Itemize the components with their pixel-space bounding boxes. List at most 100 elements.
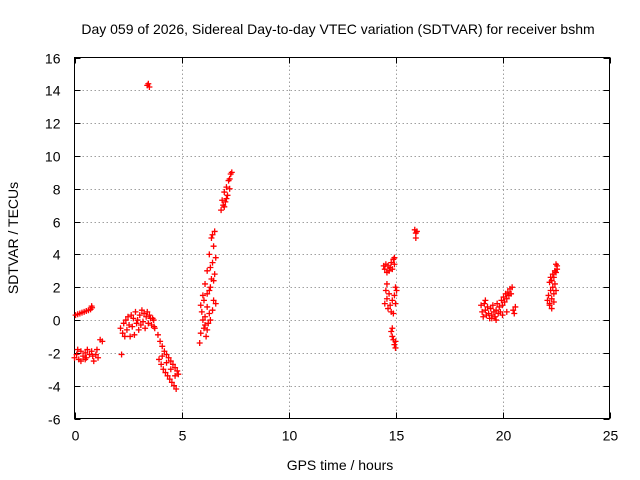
data-point	[207, 284, 214, 291]
data-point	[549, 271, 556, 278]
x-tick-label: 10	[282, 428, 298, 444]
data-point	[146, 84, 153, 91]
data-point	[479, 308, 486, 315]
data-point	[391, 261, 398, 268]
data-point	[125, 313, 131, 320]
data-point	[385, 305, 392, 312]
data-point	[199, 317, 206, 324]
data-point	[208, 235, 215, 241]
y-tick-label: 0	[53, 313, 61, 329]
data-point	[92, 351, 99, 358]
data-point	[206, 287, 213, 294]
data-point	[90, 358, 97, 365]
data-point	[118, 351, 125, 358]
data-point	[554, 266, 561, 273]
data-point	[145, 320, 152, 327]
data-point	[171, 382, 178, 389]
data-point	[550, 290, 557, 297]
y-tick-label: -4	[48, 379, 61, 395]
data-point	[198, 308, 205, 315]
data-point	[510, 307, 517, 314]
data-point	[209, 231, 216, 238]
data-point	[163, 351, 170, 358]
data-point	[383, 295, 390, 302]
data-point	[211, 271, 218, 278]
data-point	[219, 197, 226, 204]
data-point	[512, 303, 519, 310]
data-point	[390, 310, 397, 317]
data-point	[478, 302, 485, 309]
y-tick-label: 12	[45, 116, 61, 132]
x-tick-label: 25	[603, 428, 619, 444]
data-point	[172, 364, 179, 371]
data-point	[389, 333, 396, 340]
data-point	[135, 326, 142, 333]
data-point	[210, 297, 217, 304]
y-tick-label: 8	[53, 182, 61, 198]
data-point	[159, 353, 166, 360]
data-point	[121, 333, 128, 340]
data-point	[480, 313, 487, 320]
data-point	[492, 313, 499, 320]
data-point	[158, 361, 165, 368]
data-point	[389, 297, 396, 304]
data-point	[169, 361, 176, 368]
data-point	[221, 189, 228, 196]
data-point	[482, 297, 489, 304]
data-point	[228, 169, 235, 176]
data-point	[74, 346, 81, 353]
data-point	[142, 325, 149, 332]
data-point	[553, 269, 559, 276]
data-point	[484, 303, 491, 310]
data-point	[206, 310, 213, 317]
data-point	[391, 341, 398, 348]
data-point	[89, 304, 96, 311]
data-point	[493, 307, 500, 314]
data-point	[167, 358, 174, 365]
data-point	[141, 310, 148, 317]
data-point	[204, 303, 211, 310]
data-point	[71, 354, 78, 361]
data-point	[95, 354, 102, 361]
data-point	[511, 310, 518, 317]
data-point	[143, 313, 150, 320]
data-point	[172, 372, 179, 379]
data-point	[82, 356, 89, 363]
x-tick-label: 0	[72, 428, 80, 444]
data-point	[130, 315, 137, 322]
data-points	[71, 80, 561, 392]
data-point	[383, 280, 390, 287]
data-point	[161, 348, 168, 355]
data-point	[128, 312, 135, 319]
y-tick-labels: -6 -4 -2 0 2 4 6 8 10 12 14 16	[45, 51, 61, 428]
data-point	[388, 259, 395, 266]
data-point	[209, 307, 216, 314]
data-point	[126, 321, 133, 328]
data-point	[412, 235, 419, 241]
data-point	[136, 312, 143, 319]
data-point	[388, 328, 395, 335]
data-point	[211, 228, 218, 235]
data-point	[545, 292, 552, 299]
data-point	[168, 379, 175, 386]
chart-title: Day 059 of 2026, Sidereal Day-to-day VTE…	[81, 21, 594, 37]
data-point	[482, 307, 489, 314]
y-axis-label: SDTVAR / TECUs	[5, 182, 21, 294]
y-tick-label: 16	[45, 51, 61, 67]
data-point	[386, 267, 393, 274]
data-point	[86, 351, 93, 358]
data-point	[551, 280, 558, 287]
data-point	[509, 284, 516, 291]
data-point	[485, 310, 492, 317]
data-point	[500, 294, 507, 301]
data-point	[122, 317, 129, 324]
data-point	[391, 254, 398, 261]
data-point	[132, 308, 139, 315]
data-point	[499, 302, 506, 309]
data-point	[389, 266, 396, 273]
data-point	[381, 266, 388, 273]
data-point	[137, 321, 144, 328]
data-point	[497, 308, 504, 315]
y-tick-label: 4	[53, 247, 61, 263]
data-point	[73, 351, 80, 358]
